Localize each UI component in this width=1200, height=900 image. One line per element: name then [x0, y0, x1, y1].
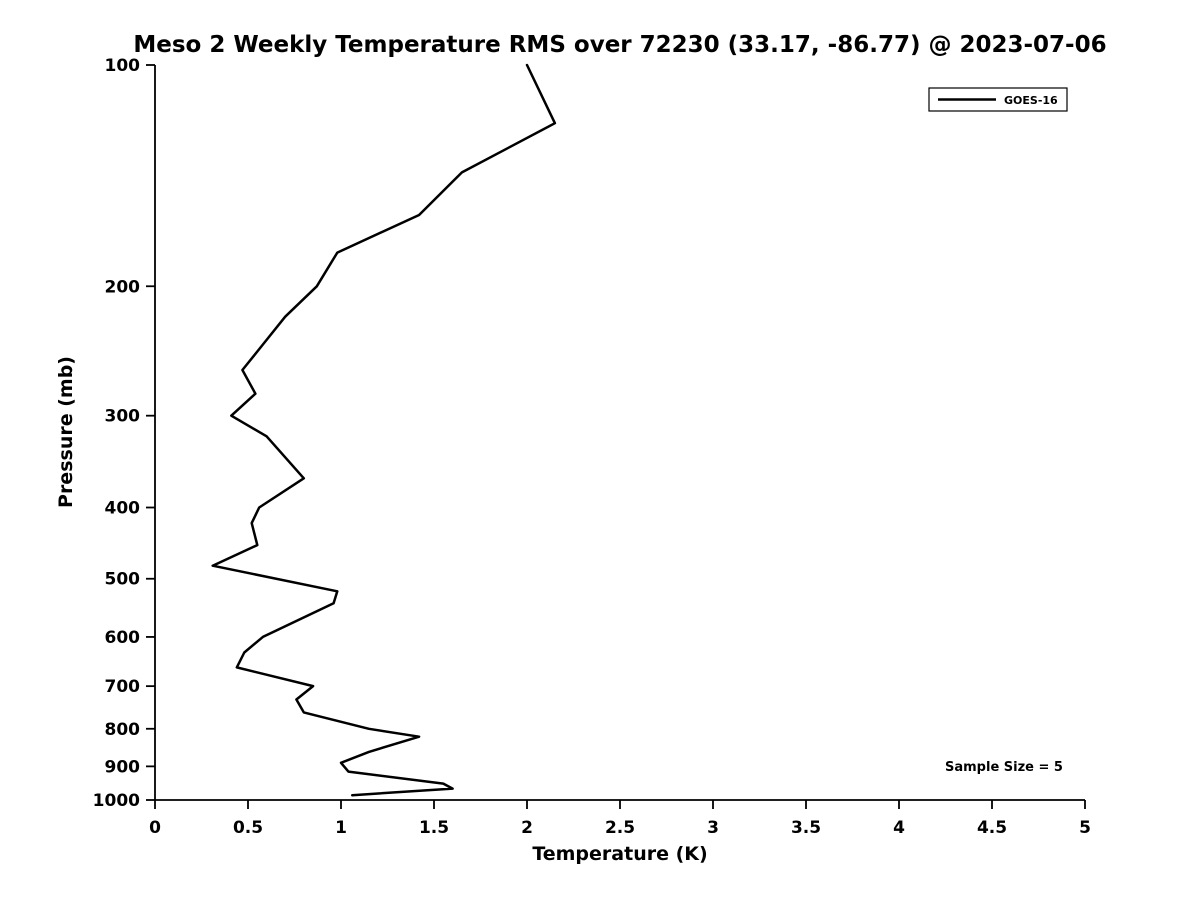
series-layer: [211, 63, 557, 797]
x-axis-label: Temperature (K): [532, 843, 707, 865]
y-tick-label: 1000: [93, 791, 140, 811]
sample-size-annotation: Sample Size = 5: [945, 760, 1063, 775]
y-axis-label: Pressure (mb): [55, 356, 77, 508]
y-tick-label: 400: [105, 499, 141, 519]
y-tick-label: 900: [105, 757, 141, 777]
x-tick-label: 3: [707, 818, 719, 838]
y-tick-label: 600: [105, 628, 141, 648]
y-tick-label: 200: [105, 277, 141, 297]
y-tick-label: 100: [105, 56, 141, 76]
x-tick-label: 2.5: [605, 818, 635, 838]
x-tick-label: 1: [335, 818, 347, 838]
y-tick-label: 800: [105, 720, 141, 740]
ticks-layer: 0 0.5 1 1.5 2 2.5 3 3.5 4 4.5 5 100 200 300 400 500 600 7…: [93, 56, 1091, 838]
legend-box: [928, 87, 1068, 112]
legend: GOES-16: [928, 87, 1068, 112]
legend-entry-label: GOES-16: [1004, 94, 1058, 107]
x-tick-label: 3.5: [791, 818, 821, 838]
y-tick-label: 700: [105, 677, 141, 697]
x-tick-label: 5: [1079, 818, 1091, 838]
x-tick-label: 4: [893, 818, 905, 838]
y-tick-label: 300: [105, 407, 141, 427]
x-tick-label: 1.5: [419, 818, 449, 838]
x-tick-label: 0: [149, 818, 161, 838]
x-tick-label: 0.5: [233, 818, 263, 838]
series-line-goes-16: [211, 63, 557, 797]
y-tick-label: 500: [105, 570, 141, 590]
chart-title: Meso 2 Weekly Temperature RMS over 72230…: [133, 32, 1106, 58]
x-tick-label: 2: [521, 818, 533, 838]
x-tick-label: 4.5: [977, 818, 1007, 838]
